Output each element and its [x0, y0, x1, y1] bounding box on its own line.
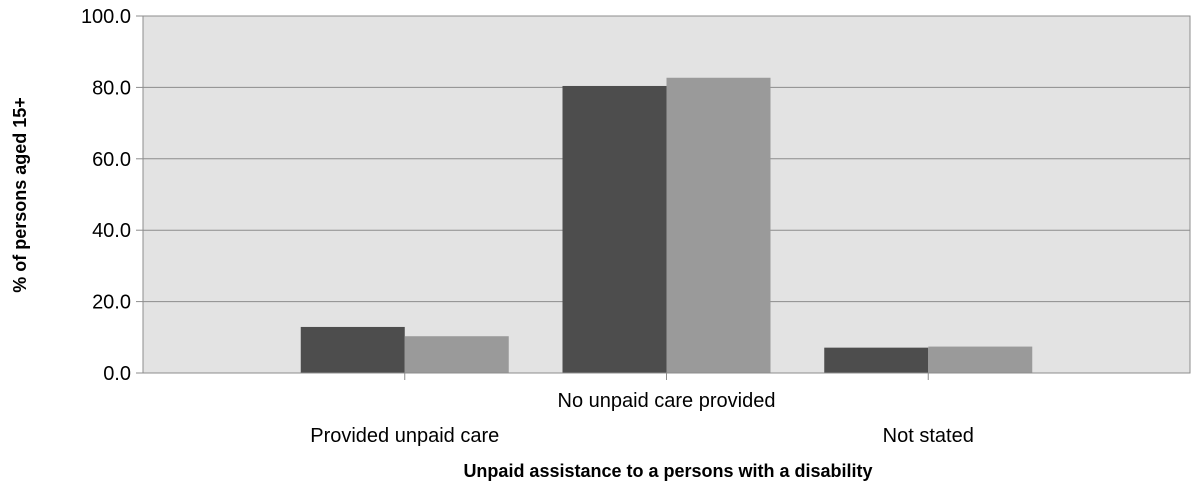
- bar-provided-unpaid-care-series-1: [300, 326, 405, 373]
- bar-no-unpaid-care-provided-series-1: [562, 85, 667, 374]
- x-tick-label: Provided unpaid care: [310, 425, 499, 447]
- y-tick-label: 0.0: [103, 363, 131, 385]
- y-axis-ticks: 0.0 20.0 40.0 60.0 80.0 100.0: [81, 6, 143, 385]
- bar-provided-unpaid-care-series-2: [404, 336, 509, 373]
- bar-not-stated-series-1: [824, 347, 929, 373]
- bars: [300, 77, 1033, 374]
- x-axis-ticks: Provided unpaid care No unpaid care provi…: [310, 373, 974, 447]
- y-axis-title: % of persons aged 15+: [10, 97, 30, 293]
- y-tick-label: 100.0: [81, 6, 131, 28]
- y-tick-label: 80.0: [92, 77, 131, 99]
- bar-not-stated-series-2: [928, 346, 1033, 373]
- x-tick-label: No unpaid care provided: [558, 390, 776, 412]
- y-tick-label: 40.0: [92, 220, 131, 242]
- x-tick-label: Not stated: [883, 425, 974, 447]
- y-tick-label: 60.0: [92, 149, 131, 171]
- y-tick-label: 20.0: [92, 292, 131, 314]
- x-axis-title: Unpaid assistance to a persons with a di…: [463, 461, 872, 481]
- bar-no-unpaid-care-provided-series-2: [666, 77, 771, 374]
